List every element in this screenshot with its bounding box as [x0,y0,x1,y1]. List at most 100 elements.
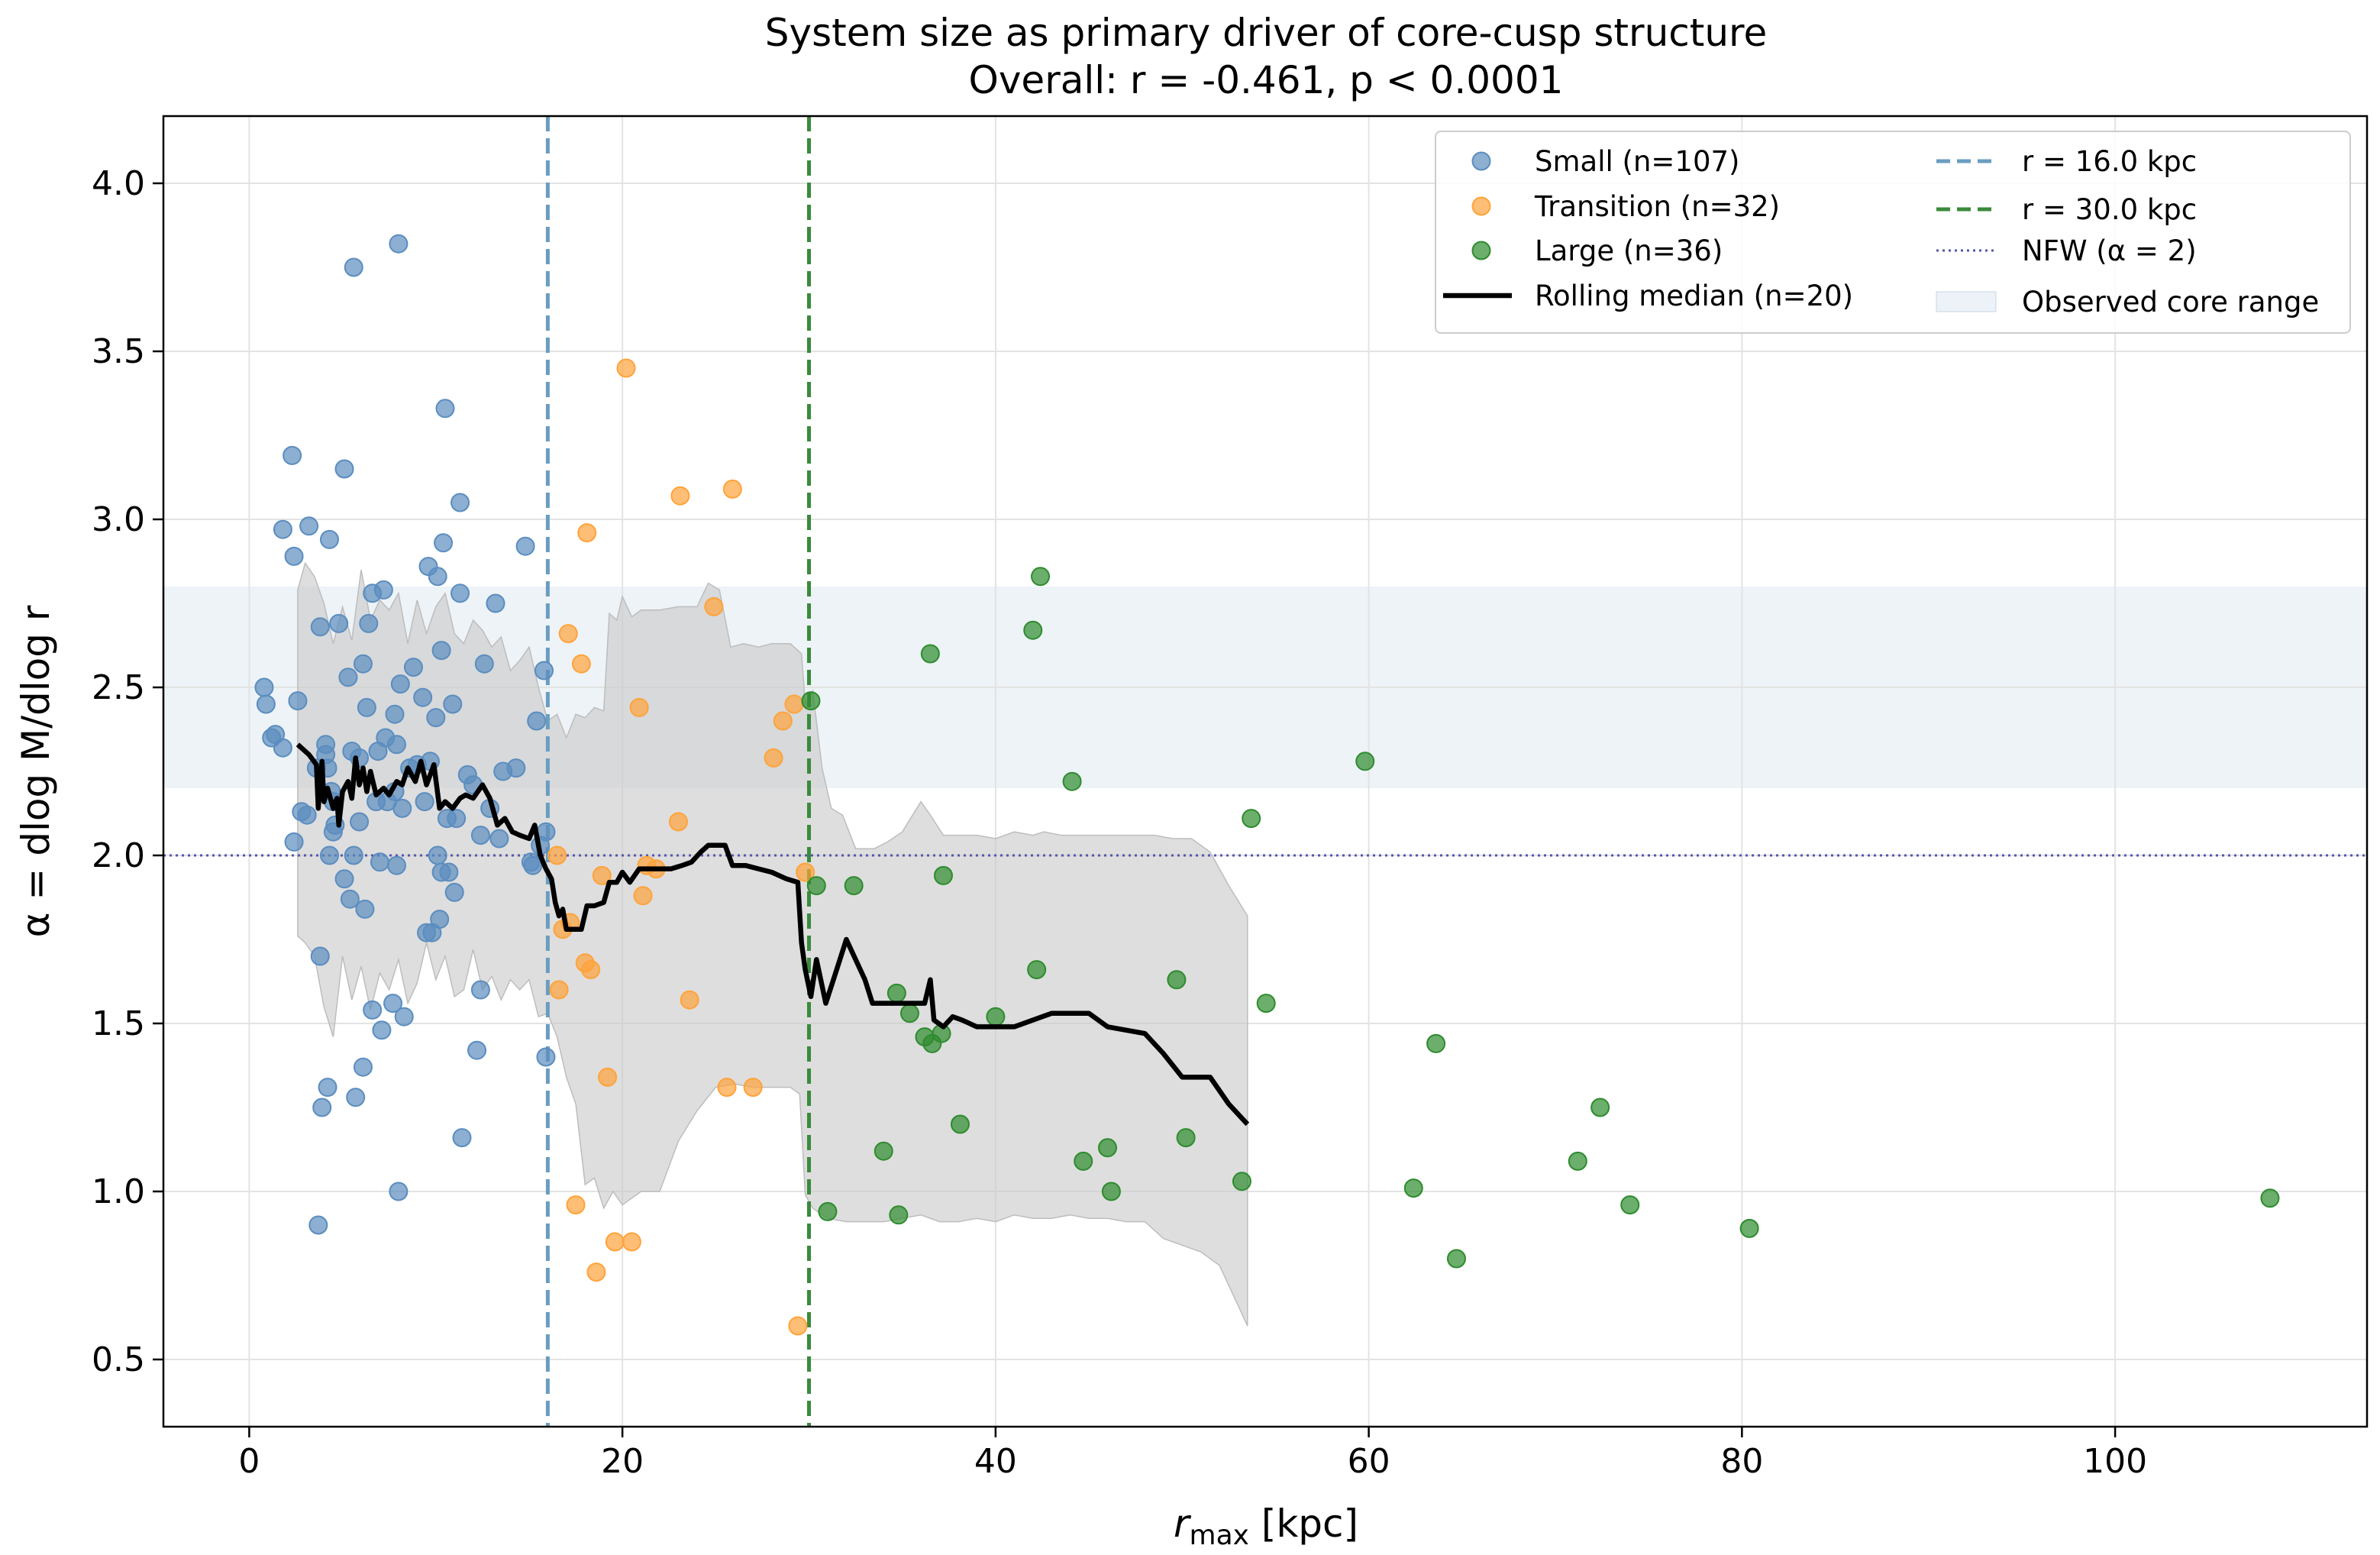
data-point-large [986,1007,1006,1026]
data-point-small [297,805,317,825]
series-transition [547,358,815,1336]
data-point-small [346,1088,366,1107]
legend-label-small: Small (n=107) [1535,145,1739,178]
data-point-large [801,691,821,711]
data-point-transition [592,865,612,885]
data-point-small [344,257,363,277]
data-point-small [344,845,363,865]
data-point-small [523,855,543,875]
data-point-large [844,876,864,896]
data-point-large [1242,809,1261,829]
data-point-transition [581,960,601,980]
data-point-small [527,711,547,731]
data-point-small [415,792,434,812]
data-point-small [359,613,379,633]
data-point-small [319,529,339,549]
y-tick-label: 3.5 [92,332,145,371]
legend-label-large: Large (n=36) [1535,234,1723,267]
data-point-small [450,493,470,512]
data-point-small [447,809,467,829]
x-tick-label: 100 [2083,1442,2147,1481]
legend-marker-transition [1471,196,1491,216]
data-point-transition [629,697,649,717]
y-tick-label: 2.0 [92,836,145,875]
data-point-large [1098,1138,1118,1158]
data-point-small [470,980,490,1000]
y-tick-label: 1.0 [92,1172,145,1211]
y-axis-label: α = dlog M/dlog r [14,605,58,937]
data-point-small [426,708,446,728]
data-point-small [389,1182,409,1201]
data-point-small [515,536,535,556]
data-point-small [329,613,349,633]
data-point-small [283,445,302,465]
legend-label-transition: Transition (n=32) [1534,190,1780,223]
data-point-large [1027,960,1047,980]
legend-label-vline_small: r = 16.0 kpc [2022,145,2197,178]
data-point-small [373,580,393,600]
data-point-small [435,399,455,419]
data-point-transition [549,980,569,1000]
x-axis-label-sub: max [1190,1520,1249,1551]
data-point-small [536,822,556,842]
chart-subtitle: Overall: r = -0.461, p < 0.0001 [968,58,1563,102]
data-point-small [431,641,451,661]
data-point-small [338,668,358,687]
data-point-transition [704,596,724,616]
data-point-transition [680,990,699,1010]
data-point-small [334,869,354,889]
x-axis-label-main: r [1174,1502,1192,1546]
data-point-small [489,829,509,849]
data-point-small [452,1128,472,1148]
chart-title: System size as primary driver of core-cu… [765,11,1768,55]
data-point-small [370,852,389,872]
data-point-small [434,533,454,553]
data-point-transition [616,358,636,378]
data-point-small [383,994,403,1013]
data-point-small [357,697,376,717]
data-point-transition [633,886,653,906]
data-point-small [413,687,433,707]
plot-area: 0 20 40 60 80 100 0.5 1.0 1.5 2.0 2.5 3.0 3.5 4.0 [92,115,2369,1481]
data-point-small [355,899,375,919]
data-point-small [353,1057,373,1077]
x-tick-label: 80 [1720,1442,1763,1481]
data-point-small [389,234,409,254]
x-tick-label: 0 [238,1442,260,1481]
data-point-small [310,617,330,637]
data-point-large [889,1205,909,1225]
data-point-large [1355,752,1375,771]
data-point-small [353,654,373,674]
data-point-large [1232,1172,1251,1191]
data-point-large [874,1141,893,1161]
plot-frame [162,115,2369,1428]
data-point-small [428,845,447,865]
data-point-small [394,1007,414,1026]
data-point-large [1074,1151,1093,1171]
data-point-large [886,983,906,1003]
legend-label-vline_large: r = 30.0 kpc [2022,193,2197,226]
data-point-small [288,691,308,711]
data-point-large [1062,771,1082,791]
data-point-small [256,694,276,714]
series-small [254,234,556,1235]
data-point-large [818,1201,838,1221]
data-point-small [534,661,554,681]
data-point-large [1568,1151,1587,1171]
data-point-large [1426,1033,1446,1053]
data-point-large [899,1004,919,1023]
data-point-small [385,704,405,724]
y-tick-label: 2.5 [92,668,145,707]
data-point-small [536,1047,556,1067]
data-point-small [474,654,494,674]
data-point-small [273,519,292,539]
legend-label-nfw: NFW (α = 2) [2022,234,2197,267]
data-point-large [1256,994,1276,1013]
data-point-small [350,812,370,832]
data-point-small [390,674,410,694]
data-point-small [428,567,447,587]
x-tick-label: 60 [1348,1442,1390,1481]
rolling-median-line [295,742,1250,1127]
data-point-large [1446,1249,1466,1269]
